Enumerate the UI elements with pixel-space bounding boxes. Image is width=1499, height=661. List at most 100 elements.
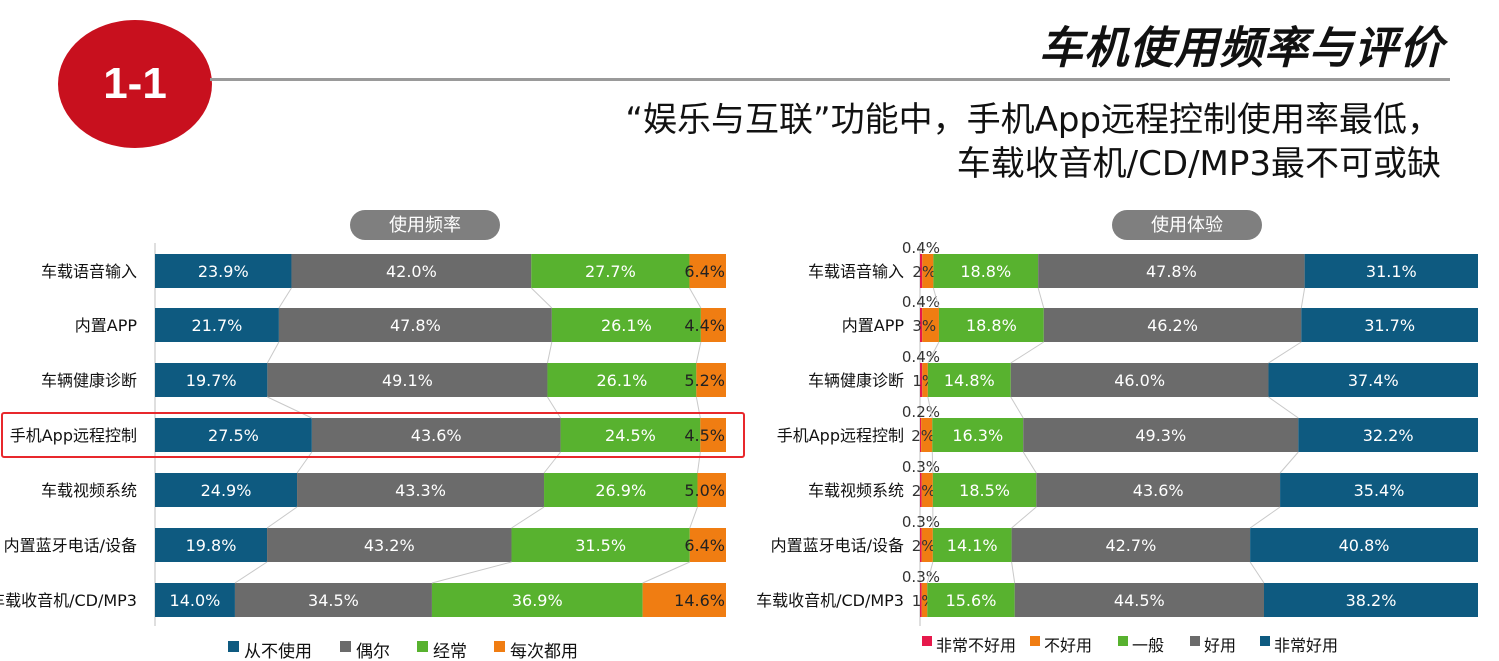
connector-line [546, 341, 553, 364]
data-label: 31.7% [1364, 316, 1415, 335]
bar-segment [697, 473, 726, 507]
legend-label: 每次都用 [510, 642, 578, 661]
bar-segment [155, 308, 279, 342]
chart-title-pill [350, 210, 500, 240]
category-label: 车载收音机/CD/MP3 [0, 591, 137, 610]
category-label: 车辆健康诊断 [808, 371, 904, 390]
connector-line [1022, 451, 1037, 474]
bar-segment [922, 363, 928, 397]
bar-segment [933, 254, 1039, 288]
data-label: 46.0% [1114, 371, 1165, 390]
bar-segment [155, 363, 268, 397]
data-label: 0.4% [902, 293, 940, 311]
bar-segment [920, 363, 923, 397]
bar-segment [234, 583, 432, 617]
connector-line [696, 451, 701, 474]
data-label: 26.1% [596, 371, 647, 390]
page-title: 车机使用频率与评价 [1039, 23, 1444, 74]
data-label: 14.8% [944, 371, 995, 390]
data-label: 23.9% [198, 262, 249, 281]
legend-swatch [1260, 636, 1270, 646]
data-label: 43.6% [411, 426, 462, 445]
data-label: 15.6% [946, 591, 997, 610]
connector-line [1268, 396, 1299, 419]
data-label: 38.2% [1346, 591, 1397, 610]
bar-segment [932, 418, 1024, 452]
connector-line [431, 561, 512, 584]
bar-segment [920, 473, 922, 507]
subtitle-line-1: “娱乐与互联”功能中，手机App远程控制使用率最低， [625, 100, 1441, 140]
bar-segment [920, 254, 923, 288]
bar-segment [927, 363, 1011, 397]
data-label: 5.0% [684, 481, 725, 500]
bar-segment [297, 473, 545, 507]
legend-swatch [1118, 636, 1128, 646]
data-label: 19.7% [186, 371, 237, 390]
chart-title-pill [1112, 210, 1262, 240]
bar-segment [932, 473, 1037, 507]
connector-line [926, 561, 934, 584]
section-badge: 1-1 [58, 20, 212, 148]
bar-segment [155, 473, 298, 507]
connector-line [1249, 506, 1281, 529]
bar-segment [1268, 363, 1478, 397]
category-label: 内置蓝牙电话/设备 [4, 536, 137, 555]
bar-segment [560, 418, 701, 452]
data-label: 36.9% [512, 591, 563, 610]
subtitle-line-2: 车载收音机/CD/MP3最不可或缺 [956, 144, 1441, 184]
legend-swatch [417, 641, 428, 652]
category-label: 车辆健康诊断 [41, 371, 137, 390]
data-label: 24.9% [201, 481, 252, 500]
connector-line [927, 341, 940, 364]
bar-segment [155, 528, 268, 562]
legend-swatch [922, 636, 932, 646]
bar-segment [921, 473, 933, 507]
legend-swatch [1030, 636, 1040, 646]
legend-label: 非常好用 [1274, 636, 1338, 655]
data-label: 14.6% [674, 591, 725, 610]
data-label: 4.5% [684, 426, 725, 445]
bar-segment [1036, 473, 1281, 507]
bar-segment [920, 528, 922, 562]
bar-segment [551, 308, 701, 342]
connector-line [932, 287, 940, 309]
data-label: 46.2% [1147, 316, 1198, 335]
bar-segment [547, 363, 697, 397]
connector-line [1011, 506, 1037, 529]
category-label: 车载视频系统 [41, 481, 137, 500]
bar-segment [1280, 473, 1478, 507]
data-label: 49.1% [382, 371, 433, 390]
legend-label: 好用 [1204, 636, 1236, 655]
data-label: 0.3% [902, 458, 940, 476]
connector-line [267, 396, 313, 419]
connector-line [1249, 561, 1265, 584]
category-label: 车载语音输入 [808, 262, 904, 281]
chart-title: 使用频率 [389, 215, 461, 236]
connector-line [695, 396, 701, 419]
bar-segment [1250, 528, 1478, 562]
bar-segment [1010, 363, 1269, 397]
data-label: 34.5% [308, 591, 359, 610]
bar-segment [1023, 418, 1299, 452]
data-label: 0.4% [902, 239, 940, 257]
data-label: 35.4% [1354, 481, 1405, 500]
connector-line [1268, 341, 1302, 364]
category-label: 内置APP [842, 316, 905, 335]
data-label: 32.2% [1363, 426, 1414, 445]
data-label: 0.4% [902, 348, 940, 366]
legend-label: 非常不好用 [936, 636, 1016, 655]
legend-swatch [494, 641, 505, 652]
data-label: 43.2% [364, 536, 415, 555]
connector-line [931, 451, 934, 474]
connector-line [1011, 561, 1016, 584]
bar-segment [155, 583, 235, 617]
bar-segment [700, 418, 726, 452]
data-label: 6.4% [684, 262, 725, 281]
connector-line [547, 396, 561, 419]
data-label: 16.3% [952, 426, 1003, 445]
bar-segment [1043, 308, 1302, 342]
bar-segment [921, 528, 933, 562]
bar-segment [927, 583, 1015, 617]
bar-segment [511, 528, 690, 562]
